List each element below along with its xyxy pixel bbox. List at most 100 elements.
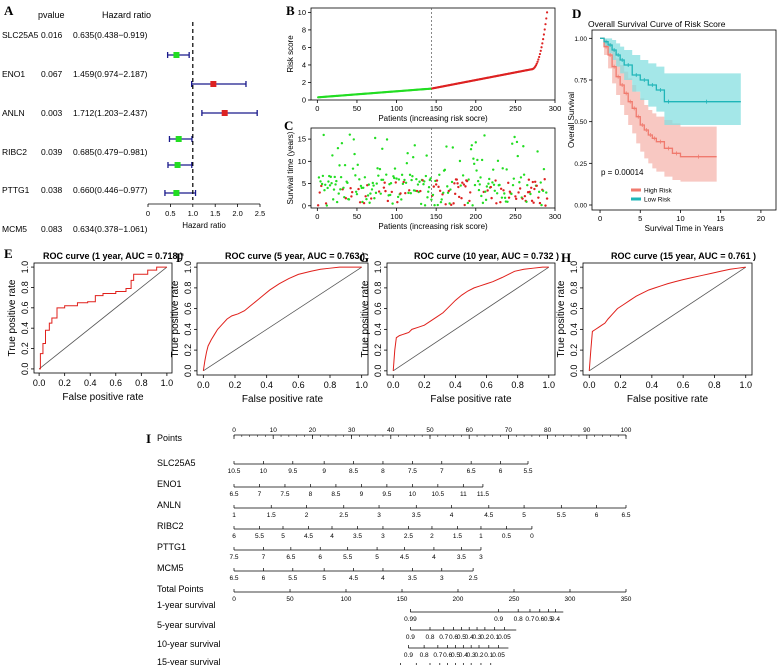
survival-point [538,201,542,205]
nomogram-tick-label: 0.2 [474,652,483,659]
survival-point [469,191,472,194]
nomogram-tick-label: 6 [318,554,322,561]
y-tick-label: 0.6 [569,302,579,315]
y-tick-label: 0.8 [373,282,383,295]
survival-point [438,173,441,176]
x-tick-label: 2.0 [232,209,242,218]
survival-point [489,185,493,189]
x-axis-title: Hazard ratio [182,221,226,230]
diagonal-reference [393,266,549,372]
x-tick-label: 200 [470,104,483,113]
survival-point [374,191,378,195]
survival-point [519,176,523,179]
gene-label: SLC25A5 [2,30,39,40]
y-tick-label: 0.8 [20,281,30,294]
legend-label: High Risk [644,188,673,195]
x-tick-label: 0.6 [292,380,305,390]
survival-point [411,156,415,159]
survival-point [324,183,327,186]
survival-point [370,188,374,191]
risk-point [539,49,542,52]
nomogram-row-label: RIBC2 [157,521,184,531]
survival-point [381,147,384,150]
x-tick-label: 5 [638,214,642,223]
survival-point [432,185,435,188]
survival-point [525,200,528,203]
survival-point [333,175,336,179]
survival-point [496,159,500,163]
nomogram-tick-label: 3.5 [408,575,417,582]
nomogram-tick-label: 5 [322,575,326,582]
survival-point [464,185,467,188]
nomogram-tick-label: 4.5 [304,533,313,540]
y-tick-label: 0.0 [373,365,383,378]
survival-point [351,167,355,170]
nomogram-tick-label: 2.5 [339,512,348,519]
risk-point [544,23,547,26]
survival-point [319,180,322,183]
survival-point [533,180,537,183]
survival-point [356,163,359,167]
risk-score-plot: 0 50 100 150 200 250 300 0 2 4 6 8 10 Patients (incre… [286,7,561,123]
survival-point [320,182,324,186]
roc-5-year: ROC curve (5 year, AUC = 0.763 ) 0.0 0.0 0.… [170,251,369,405]
survival-point [476,158,479,162]
nomogram-tick-label: 3.5 [457,554,466,561]
risk-point [535,62,538,65]
hr-value: 1.459(0.974−2.187) [73,69,148,79]
survival-point [446,191,450,194]
y-axis-title: True positive rate [7,279,18,356]
survival-point [466,201,470,205]
x-tick-label: 250 [509,212,522,221]
survival-point [537,190,541,194]
survival-point [402,180,405,184]
survival-point [494,179,497,182]
survival-point [530,199,534,203]
survival-point [456,182,459,185]
survival-point [337,192,340,195]
survival-point [537,196,540,199]
survival-time-plot: 0 50 100 150 200 250 300 0 5 10 15 Patients (increa… [286,127,561,231]
y-tick-label: 0.6 [183,302,193,315]
survival-point [343,163,347,167]
nomogram-row-label: ANLN [157,500,181,510]
y-tick-label: 1.0 [569,261,579,274]
survival-point [471,204,474,207]
risk-point [545,17,548,20]
panel-letter-d: D [572,6,581,21]
y-tick-label: 0.2 [183,344,193,357]
pvalue-value: 0.083 [41,224,63,234]
survival-point [357,187,360,191]
diagonal-reference [203,266,362,372]
survival-point [498,183,501,187]
survival-point [401,182,405,186]
x-axis-title: False positive rate [62,392,144,403]
y-tick-label: 1.0 [183,261,193,274]
nomogram-tick-label: 6.5 [621,512,630,519]
y-axis-title: Risk score [286,35,295,73]
x-tick-label: 1.0 [739,380,752,390]
survival-point [426,196,429,199]
survival-point [490,196,493,200]
survival-point [396,195,400,199]
x-tick-label: 0.0 [387,380,400,390]
nomogram-tick-label: 0.7 [433,652,442,659]
roc-curve [39,266,167,370]
y-axis-title: True positive rate [360,280,371,357]
nomogram-tick-label: 6 [499,468,503,475]
survival-point [372,184,375,187]
x-tick-label: 0 [315,212,319,221]
km-survival-plot: Overall Survival Curve of Risk Score 0 5 10… [567,19,777,233]
survival-point [507,196,511,199]
x-tick-label: 0.4 [449,380,462,390]
nomogram-tick-label: 4.5 [484,512,493,519]
survival-point [406,151,409,155]
survival-point [492,168,495,171]
nomogram-tick-label: 0 [232,427,236,434]
x-axis-title: False positive rate [430,394,512,405]
nomogram-tick-label: 10 [409,491,417,498]
survival-point [409,192,413,195]
nomogram-tick-label: 20 [309,427,317,434]
survival-point [373,136,377,140]
